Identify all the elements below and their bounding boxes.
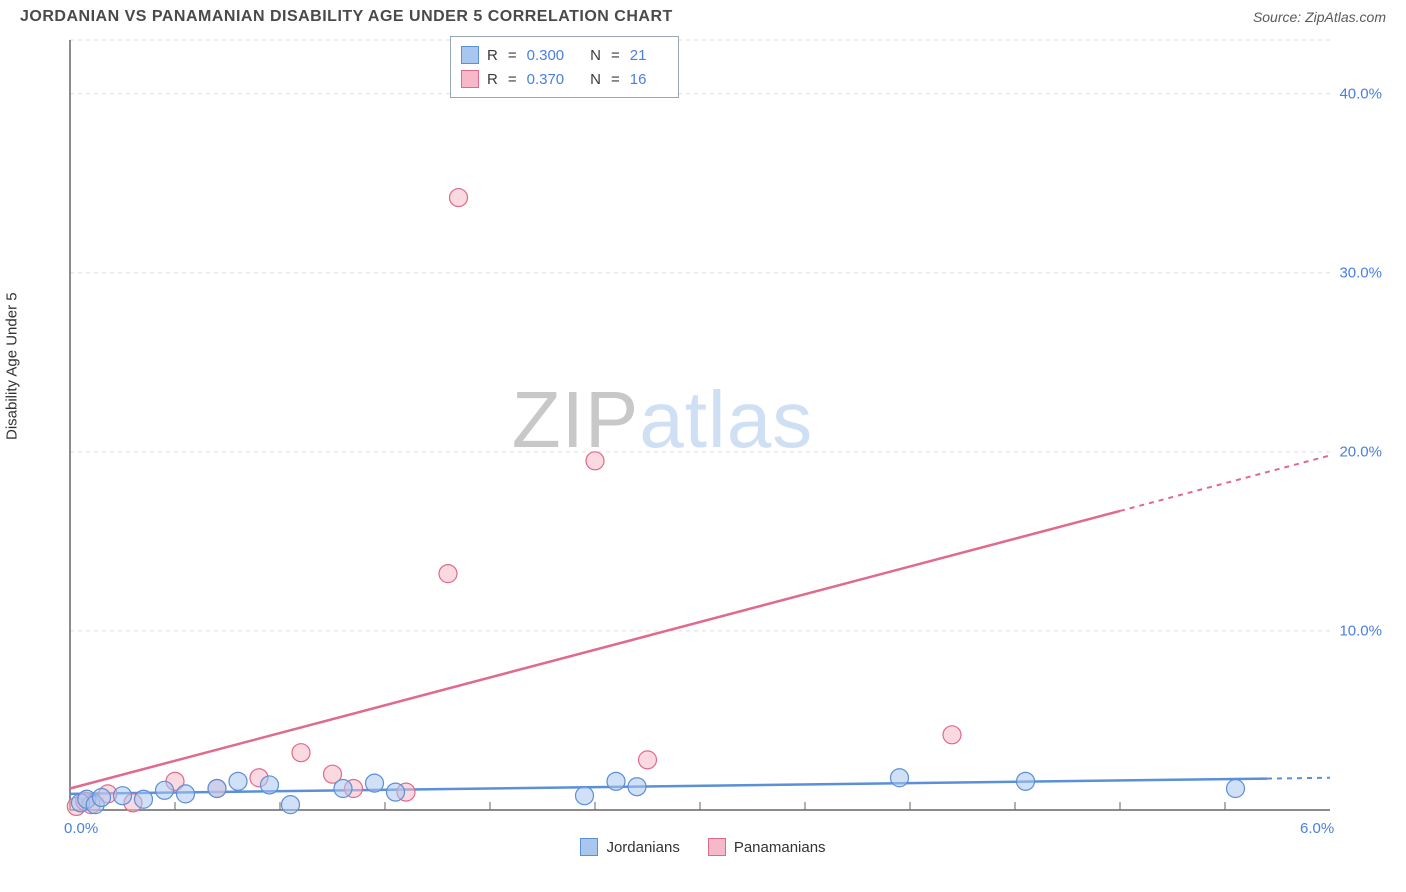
legend-row-panamanians: R = 0.370 N = 16 (461, 67, 664, 91)
r-label: R (487, 47, 498, 64)
swatch-jordanians-icon (580, 838, 598, 856)
r-label: R (487, 71, 498, 88)
scatter-plot (20, 30, 1386, 850)
y-tick-label: 40.0% (1339, 85, 1382, 102)
n-value-panamanians: 16 (630, 71, 647, 88)
r-value-jordanians: 0.300 (527, 47, 565, 64)
legend-label-jordanians: Jordanians (606, 839, 679, 856)
x-origin-label: 0.0% (64, 820, 98, 837)
header: JORDANIAN VS PANAMANIAN DISABILITY AGE U… (0, 0, 1406, 30)
source-prefix: Source: (1253, 9, 1305, 25)
x-max-label: 6.0% (1300, 820, 1334, 837)
chart-title: JORDANIAN VS PANAMANIAN DISABILITY AGE U… (20, 8, 673, 26)
n-label: N (590, 47, 601, 64)
y-tick-label: 20.0% (1339, 443, 1382, 460)
legend-label-panamanians: Panamanians (734, 839, 826, 856)
chart-area: Disability Age Under 5 ZIPatlas R = 0.30… (20, 30, 1386, 850)
n-value-jordanians: 21 (630, 47, 647, 64)
legend-row-jordanians: R = 0.300 N = 21 (461, 43, 664, 67)
y-tick-label: 30.0% (1339, 264, 1382, 281)
swatch-panamanians (461, 70, 479, 88)
n-label: N (590, 71, 601, 88)
legend-item-panamanians: Panamanians (708, 838, 826, 856)
correlation-legend: R = 0.300 N = 21 R = 0.370 N = 16 (450, 36, 679, 98)
swatch-panamanians-icon (708, 838, 726, 856)
swatch-jordanians (461, 46, 479, 64)
y-axis-label: Disability Age Under 5 (4, 292, 21, 440)
y-tick-label: 10.0% (1339, 622, 1382, 639)
legend-item-jordanians: Jordanians (580, 838, 679, 856)
source-attribution: Source: ZipAtlas.com (1253, 9, 1386, 25)
series-legend: Jordanians Panamanians (20, 838, 1386, 856)
r-value-panamanians: 0.370 (527, 71, 565, 88)
source-name: ZipAtlas.com (1305, 9, 1386, 25)
